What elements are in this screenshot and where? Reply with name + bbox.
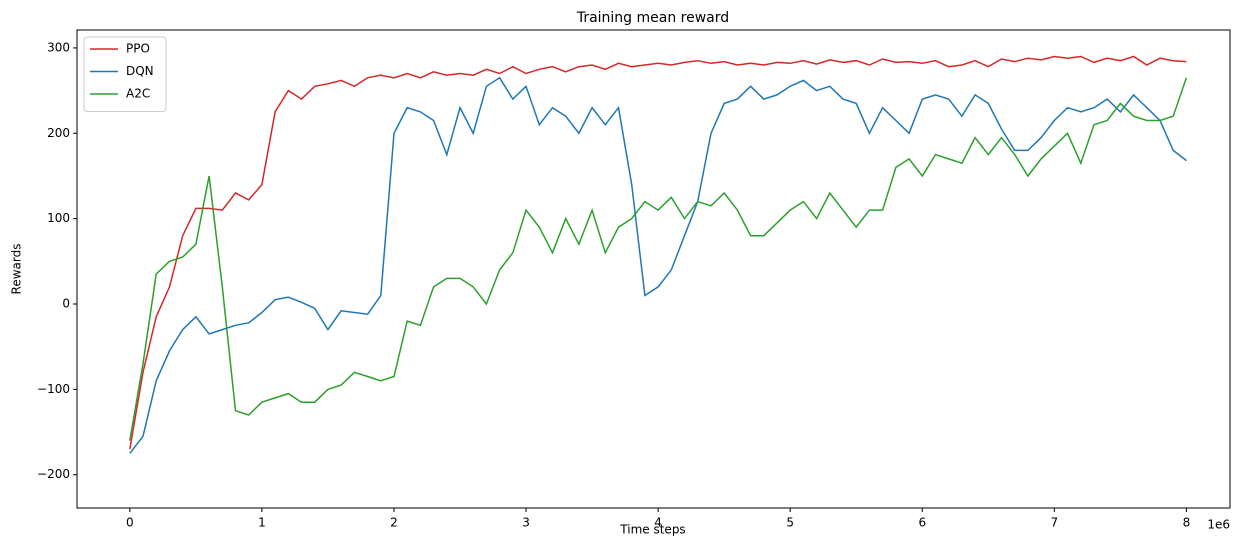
x-tick-label: 3	[522, 516, 530, 530]
y-axis-label: Rewards	[10, 244, 24, 295]
y-tick-label: −200	[37, 467, 70, 481]
y-tick-label: 200	[47, 126, 70, 140]
legend-label: DQN	[126, 64, 154, 78]
legend-label: PPO	[126, 42, 150, 56]
line-series	[129, 77, 1188, 441]
x-tick-label: 2	[390, 516, 398, 530]
x-axis-label: Time steps	[619, 523, 685, 537]
chart-title: Training mean reward	[576, 10, 729, 26]
x-tick-label: 1	[258, 516, 266, 530]
x-tick-label: 0	[126, 516, 134, 530]
axes-frame	[76, 29, 1231, 509]
line-series	[129, 76, 1187, 454]
x-offset-label: 1e6	[1207, 518, 1230, 532]
x-tick-label: 8	[1183, 516, 1191, 530]
line-series	[129, 55, 1187, 450]
x-tick-label: 5	[786, 516, 794, 530]
legend-box	[83, 36, 167, 112]
x-tick-label: 4	[654, 516, 662, 530]
x-tick-label: 6	[918, 516, 926, 530]
y-tick-label: 0	[62, 296, 70, 310]
y-tick-label: 300	[47, 40, 70, 54]
legend-label: A2C	[126, 87, 150, 101]
y-tick-label: 100	[47, 211, 70, 225]
y-tick-label: −100	[37, 382, 70, 396]
x-tick-label: 7	[1051, 516, 1059, 530]
